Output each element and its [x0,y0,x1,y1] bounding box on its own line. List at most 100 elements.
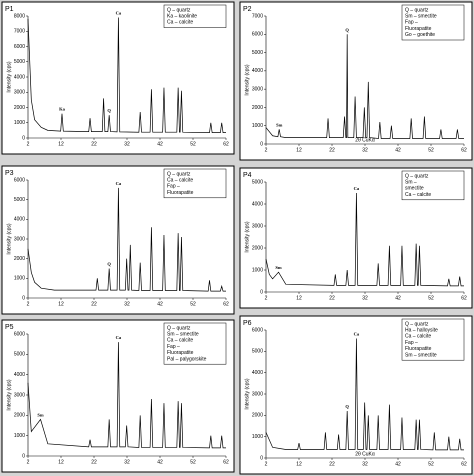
y-tick-label: 1000 [14,120,25,126]
x-tick-label: 62 [223,141,229,147]
y-axis-label: Intensity (cps) [244,221,250,252]
x-tick-label: 22 [91,459,97,465]
legend-entry: smectite [405,186,424,192]
y-axis-label: Intensity (cps) [244,64,250,95]
peak-label: Sm [276,122,283,127]
legend-entry: Q – quartz [405,7,429,13]
y-tick-label: 3000 [252,223,263,229]
x-tick-label: 12 [58,459,64,465]
y-tick-label: 0 [22,295,25,301]
peak-label: Ca [116,11,122,16]
legend-box [401,4,465,41]
y-tick-label: 5000 [252,349,263,355]
panel-label: P4 [243,172,252,179]
x-tick-label: 42 [157,301,163,307]
panel: P1 0 1000 2000 3000 4000 5000 6000 7000 8000 2 12 22… [1,1,235,155]
y-tick-label: 1000 [252,123,263,129]
y-tick-label: 2000 [252,245,263,251]
panel-label: P1 [5,6,14,13]
x-tick-label: 2 [27,459,30,465]
legend-entry: Fap – [167,344,180,350]
y-tick-label: 6000 [14,331,25,337]
x-tick-label: 62 [461,147,467,153]
legend-entry: Ha – halloysite [405,328,438,334]
legend-entry: Fluorapatite [405,346,432,352]
y-tick-label: 4000 [14,74,25,80]
panel-label: P3 [5,170,14,177]
y-tick-label: 7000 [14,29,25,35]
peak-label: Q [107,108,111,113]
diffractogram-line [265,192,464,287]
peak-label: Ka [59,107,66,112]
diffractogram-line [265,338,464,451]
peak-label: Q [345,404,349,409]
legend-entry: Q – quartz [167,171,191,177]
x-tick-label: 22 [329,461,335,467]
y-tick-label: 2000 [14,105,25,111]
y-tick-label: 0 [260,141,263,147]
y-tick-label: 4000 [14,217,25,223]
legend-entry: Fluorapatite [167,190,194,196]
panel: P2 0 1000 2000 3000 4000 5000 6000 7000 2 12 22 32 42… [239,1,473,161]
y-tick-label: 1000 [252,267,263,273]
legend-box [163,4,227,28]
panel: P3 0 1000 2000 3000 4000 5000 6000 2 12 22 32 42 52 62… [1,165,235,315]
y-tick-label: 1000 [14,433,25,439]
legend-entry: Q – quartz [167,325,191,331]
y-tick-label: 4000 [14,372,25,378]
y-tick-label: 0 [260,455,263,461]
x-tick-label: 2 [27,301,30,307]
x-tick-label: 52 [190,141,196,147]
y-tick-label: 2000 [252,413,263,419]
legend-entry: Fap – [167,184,180,190]
x-tick-label: 2 [265,461,268,467]
panel-label: P2 [243,6,252,13]
x-tick-label: 12 [58,141,64,147]
legend-box [401,318,465,361]
legend-entry: Sm – smectite [405,14,437,20]
y-tick-label: 5000 [14,352,25,358]
legend-entry: Go – goethite [405,32,435,38]
legend-entry: Ca – calcite [405,192,431,198]
x-tick-label: 2 [265,147,268,153]
y-tick-label: 2000 [14,256,25,262]
y-tick-label: 6000 [252,327,263,333]
diffractogram-line [27,17,226,134]
x-tick-label: 12 [296,461,302,467]
y-tick-label: 3000 [252,391,263,397]
y-tick-label: 8000 [14,13,25,19]
peak-label: Q [345,27,349,32]
peak-label: Ca [354,332,360,337]
x-tick-label: 42 [395,147,401,153]
x-tick-label: 32 [362,461,368,467]
y-tick-label: 2000 [252,105,263,111]
x-tick-label: 52 [190,459,196,465]
legend-box [401,170,465,201]
x-axis-label: 2θ CuKα [355,451,375,457]
x-tick-label: 62 [223,301,229,307]
x-tick-label: 32 [124,141,130,147]
legend-entry: Q – quartz [405,173,429,179]
x-tick-label: 52 [428,461,434,467]
legend-entry: Q – quartz [405,321,429,327]
y-tick-label: 1000 [14,276,25,282]
x-tick-label: 32 [124,301,130,307]
legend-entry: Ca – calcite [167,20,193,26]
legend-entry: Sm – smectite [167,332,199,338]
y-tick-label: 4000 [252,370,263,376]
x-tick-label: 22 [91,301,97,307]
x-tick-label: 62 [223,459,229,465]
y-axis-label: Intensity (cps) [6,379,12,410]
diffractogram-line [27,342,226,449]
y-tick-label: 5000 [14,197,25,203]
x-axis-label: 2θ CuKα [355,137,375,143]
x-tick-label: 42 [395,461,401,467]
y-tick-label: 7000 [252,13,263,19]
x-tick-label: 12 [58,301,64,307]
y-axis-label: Intensity (cps) [244,378,250,409]
diffractogram-line [27,187,226,292]
panel-label: P6 [243,320,252,327]
x-tick-label: 2 [27,141,30,147]
legend-entry: Ca – calcite [167,338,193,344]
